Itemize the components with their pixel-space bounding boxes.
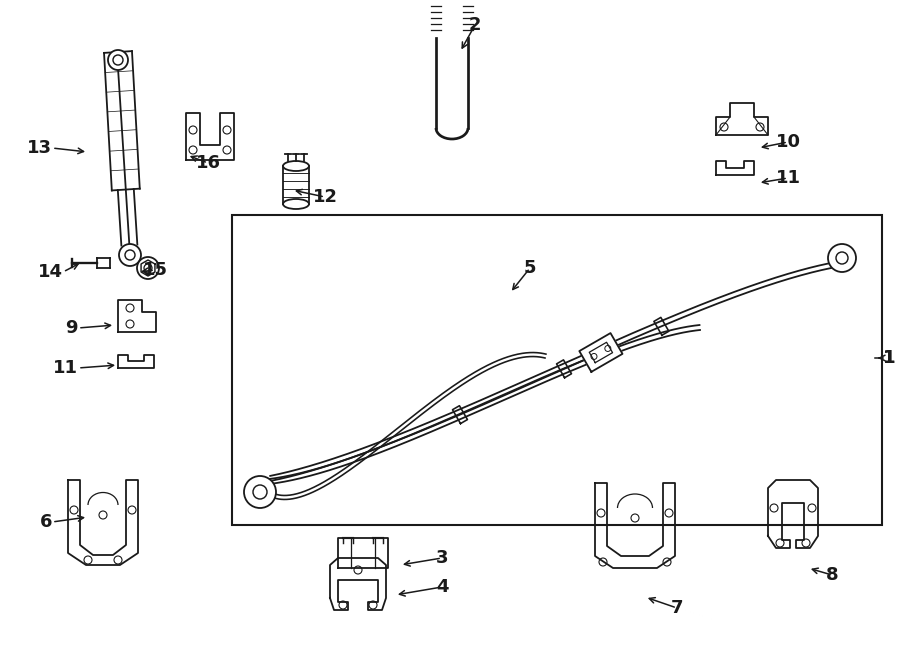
Text: 11: 11 bbox=[776, 169, 800, 187]
Text: 14: 14 bbox=[38, 263, 63, 281]
Polygon shape bbox=[580, 333, 623, 372]
Text: 3: 3 bbox=[436, 549, 448, 567]
Text: 9: 9 bbox=[66, 319, 78, 337]
Polygon shape bbox=[118, 300, 156, 332]
Text: 16: 16 bbox=[195, 154, 220, 172]
Polygon shape bbox=[118, 355, 154, 368]
Text: 7: 7 bbox=[670, 599, 683, 617]
Circle shape bbox=[244, 476, 276, 508]
Text: 6: 6 bbox=[40, 513, 52, 531]
Polygon shape bbox=[595, 483, 675, 568]
Ellipse shape bbox=[283, 161, 309, 171]
Polygon shape bbox=[338, 538, 388, 568]
Text: 8: 8 bbox=[825, 566, 838, 584]
Text: 2: 2 bbox=[469, 16, 482, 34]
Text: 5: 5 bbox=[524, 259, 536, 277]
Polygon shape bbox=[186, 113, 234, 160]
Polygon shape bbox=[716, 161, 754, 175]
Text: 4: 4 bbox=[436, 578, 448, 596]
Circle shape bbox=[119, 244, 141, 266]
Circle shape bbox=[828, 244, 856, 272]
Bar bbox=[232, 215, 882, 525]
Text: 15: 15 bbox=[142, 261, 167, 279]
Circle shape bbox=[108, 50, 128, 70]
Text: 1: 1 bbox=[883, 349, 896, 367]
Text: 13: 13 bbox=[27, 139, 52, 157]
Text: 11: 11 bbox=[53, 359, 78, 377]
Polygon shape bbox=[68, 480, 138, 565]
Text: 1: 1 bbox=[883, 349, 896, 367]
Polygon shape bbox=[716, 103, 768, 135]
Text: 10: 10 bbox=[776, 133, 800, 151]
Polygon shape bbox=[768, 480, 818, 548]
Polygon shape bbox=[330, 558, 386, 610]
Text: 12: 12 bbox=[312, 188, 338, 206]
Circle shape bbox=[137, 257, 159, 279]
